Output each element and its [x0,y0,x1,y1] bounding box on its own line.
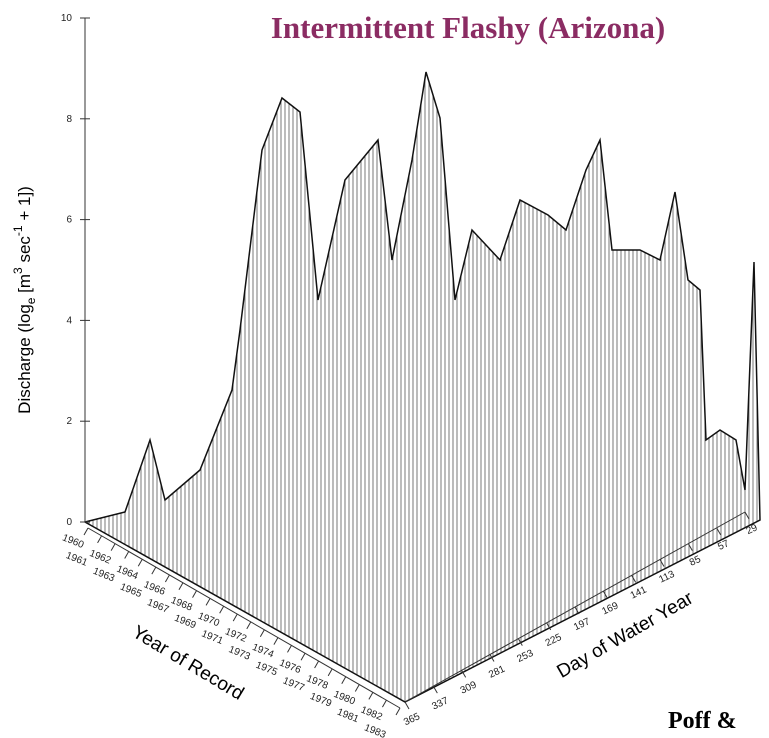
y-tick [405,702,409,709]
x-tick [301,653,305,660]
z-label-part: sec [15,236,34,268]
y-tick-label: 225 [544,632,564,649]
x-tick [84,528,88,535]
x-tick-label: 1979 [308,691,333,710]
y-tick-label: 197 [572,616,592,633]
x-tick [396,708,400,715]
x-tick [274,638,278,645]
x-tick [355,685,359,692]
x-tick-label: 1964 [115,564,140,583]
x-tick [328,669,332,676]
x-tick [179,583,183,590]
x-tick [125,551,129,558]
z-label-part: -1 [11,225,25,236]
x-tick [247,622,251,629]
z-tick-label: 2 [66,416,72,427]
x-tick-label: 1978 [305,673,330,692]
y-tick-label: 281 [487,664,507,681]
x-tick [342,677,346,684]
chart-title: Intermittent Flashy (Arizona) [271,10,665,45]
y-tick-label: 253 [515,648,535,665]
x-tick-label: 1983 [363,722,388,738]
x-tick [382,700,386,707]
y-tick-label: 169 [600,600,620,617]
z-label-part: + 1]) [15,186,34,225]
chart: Intermittent Flashy (Arizona) Discharge … [0,0,769,738]
x-tick-label: 1976 [278,658,303,677]
y-tick-label: 365 [402,711,422,728]
y-tick-label: 337 [430,695,450,712]
z-label-part: [m [15,274,34,298]
x-tick-label: 1973 [227,644,252,663]
x-tick-label: 1965 [118,582,143,601]
x-tick-label: 1972 [223,626,248,645]
x-tick-label: 1971 [200,629,225,648]
x-tick-label: 1968 [169,595,194,614]
z-tick-label: 6 [66,215,72,226]
z-tick-label: 0 [66,517,72,528]
x-tick [260,630,264,637]
x-tick-label: 1967 [146,597,171,616]
x-tick-label: 1970 [196,611,221,630]
x-tick [287,645,291,652]
x-tick [220,606,224,613]
x-tick [315,661,319,668]
x-tick [165,575,169,582]
x-tick-label: 1977 [281,675,306,694]
x-tick [233,614,237,621]
page: Intermittent Flashy (Arizona) Discharge … [0,0,769,738]
x-tick-label: 1966 [142,579,167,598]
x-tick [98,536,102,543]
x-tick-label: 1982 [359,705,384,724]
x-tick-label: 1974 [250,642,275,661]
x-tick [111,544,115,551]
x-tick-label: 1960 [61,532,86,551]
x-tick [206,598,210,605]
x-tick [369,692,373,699]
x-tick [138,559,142,566]
credit: Poff & [668,708,737,734]
y-tick-label: 141 [629,584,649,601]
x-tick-label: 1981 [335,707,360,726]
x-tick [193,591,197,598]
x-tick-label: 1963 [91,566,116,585]
z-label-part: Discharge (log [15,304,34,414]
x-tick-label: 1980 [332,689,357,708]
z-tick-label: 4 [66,315,72,326]
z-axis-label: Discharge (loge [m3 sec-1 + 1]) [11,186,38,414]
x-tick-label: 1975 [254,660,279,679]
x-tick-label: 1969 [173,613,198,632]
x-tick-label: 1962 [88,548,113,567]
z-tick-label: 8 [66,114,72,125]
x-tick-label: 1961 [64,550,89,569]
z-tick-label: 10 [61,13,73,24]
x-tick [152,567,156,574]
y-tick-label: 309 [459,679,479,696]
